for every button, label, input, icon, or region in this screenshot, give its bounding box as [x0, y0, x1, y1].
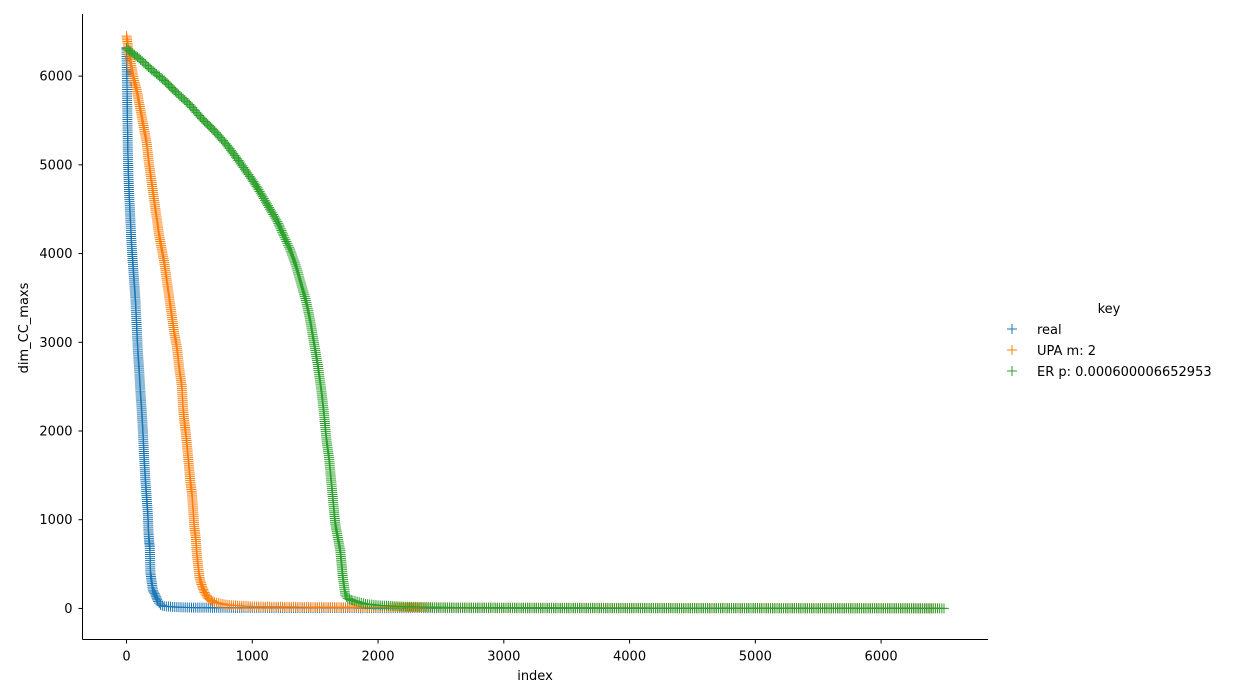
data-point: [352, 596, 363, 607]
data-point: [287, 252, 298, 263]
series-0: [121, 42, 937, 614]
data-point: [285, 244, 296, 255]
plot-area: [121, 31, 949, 614]
data-point: [289, 257, 300, 268]
y-tick-label: 5000: [39, 158, 72, 173]
legend-label: UPA m: 2: [1037, 344, 1096, 359]
data-point: [160, 76, 171, 87]
data-point: [199, 116, 210, 127]
data-point: [170, 86, 181, 97]
data-point: [201, 117, 212, 128]
x-tick-label: 3000: [487, 650, 520, 665]
x-tick-label: 2000: [361, 650, 394, 665]
data-point: [294, 273, 305, 284]
y-tick-label: 4000: [39, 247, 72, 262]
data-point: [295, 275, 306, 286]
data-point: [349, 596, 360, 607]
data-point: [300, 295, 311, 306]
data-point: [159, 75, 170, 86]
legend-entries: real UPA m: 2 ER p: 0.000600006652953: [1007, 323, 1212, 380]
data-point: [286, 248, 297, 259]
series-2: [121, 43, 949, 614]
data-point: [293, 267, 304, 278]
y-axis-title: dim_CC_maxs: [17, 282, 32, 373]
data-point: [164, 81, 175, 92]
y-tick-label: 1000: [39, 513, 72, 528]
data-point: [291, 261, 302, 272]
x-tick-label: 6000: [865, 650, 898, 665]
legend-marker: [1007, 366, 1017, 376]
data-point: [294, 271, 305, 282]
data-point: [293, 269, 304, 280]
data-point: [358, 598, 369, 609]
data-point: [297, 282, 308, 293]
data-point: [347, 595, 358, 606]
x-axis-title: index: [517, 669, 553, 680]
data-point: [285, 246, 296, 257]
y-tick-label: 6000: [39, 70, 72, 85]
x-tick-label: 5000: [739, 650, 772, 665]
legend: key real UPA m: 2 ER p: 0.000600006652953: [1007, 302, 1212, 380]
data-point: [157, 600, 168, 611]
data-point: [196, 113, 207, 124]
legend-marker: [1007, 324, 1017, 334]
data-point: [166, 82, 177, 93]
y-tick-label: 3000: [39, 336, 72, 351]
data-point: [162, 78, 173, 89]
data-point: [292, 265, 303, 276]
data-point: [938, 603, 949, 614]
data-point: [208, 124, 219, 135]
data-point: [291, 263, 302, 274]
data-point: [206, 123, 217, 134]
legend-label: ER p: 0.000600006652953: [1037, 365, 1212, 380]
x-tick-label: 4000: [613, 650, 646, 665]
data-point: [163, 79, 174, 90]
y-tick-label: 2000: [39, 425, 72, 440]
data-point: [203, 120, 214, 131]
y-ticks: 0 1000 2000 3000 4000 5000 6000: [39, 70, 83, 617]
data-point: [169, 85, 180, 96]
data-point: [356, 597, 367, 608]
data-point: [205, 121, 216, 132]
data-point: [167, 83, 178, 94]
data-point: [202, 119, 213, 130]
legend-title: key: [1098, 302, 1121, 317]
series-1: [121, 31, 943, 614]
data-point: [290, 259, 301, 270]
legend-marker: [1007, 345, 1017, 355]
data-point: [287, 250, 298, 261]
data-point: [289, 255, 300, 266]
data-point: [354, 597, 365, 608]
legend-label: real: [1037, 323, 1062, 338]
series-layer: [121, 31, 949, 614]
y-tick-label: 0: [64, 602, 72, 617]
x-tick-label: 1000: [236, 650, 269, 665]
data-point: [295, 277, 306, 288]
data-point: [296, 280, 307, 291]
data-point: [284, 242, 295, 253]
x-ticks: 0 1000 2000 3000 4000 5000 6000: [122, 639, 898, 665]
x-tick-label: 0: [122, 650, 130, 665]
data-point: [288, 253, 299, 264]
data-point: [198, 115, 209, 126]
